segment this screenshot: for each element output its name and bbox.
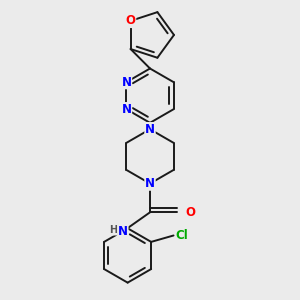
Text: H: H — [109, 225, 117, 235]
Text: N: N — [122, 76, 131, 88]
Text: N: N — [145, 123, 155, 136]
Text: N: N — [122, 103, 131, 116]
Text: Cl: Cl — [175, 229, 188, 242]
Text: O: O — [126, 14, 136, 27]
Text: N: N — [145, 177, 155, 190]
Text: N: N — [118, 225, 128, 238]
Text: O: O — [185, 206, 195, 219]
